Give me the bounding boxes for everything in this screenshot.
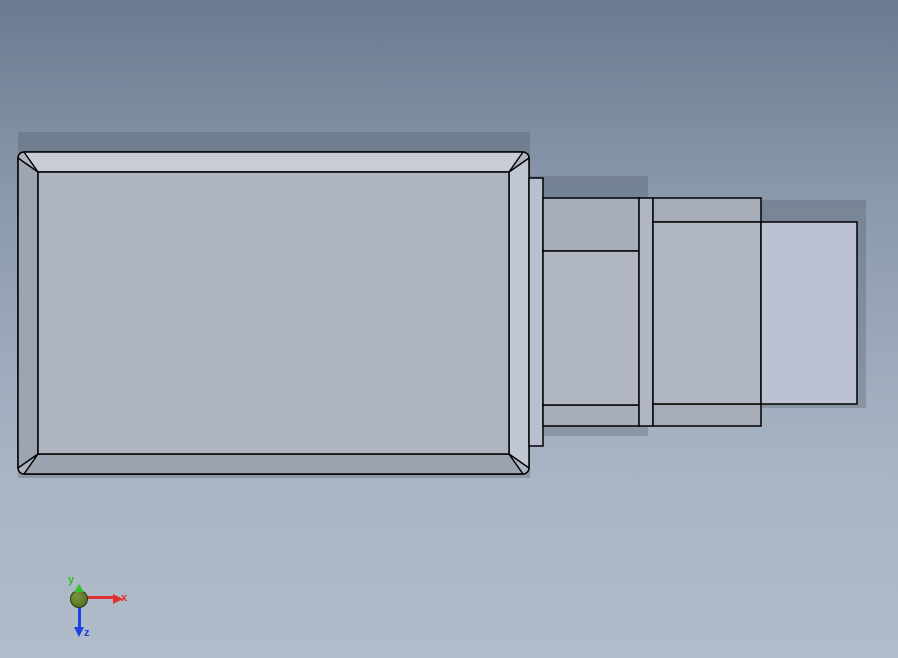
solid-model[interactable] (0, 0, 898, 658)
triad-origin-icon (70, 590, 88, 608)
z-axis-arrow-icon (74, 627, 84, 637)
cad-viewport[interactable]: x z y (0, 0, 898, 658)
z-axis-label: z (84, 627, 90, 639)
y-axis-label: y (68, 574, 74, 586)
x-axis-label: x (121, 592, 127, 604)
view-triad[interactable]: x z y (56, 554, 116, 614)
y-axis-arrow-icon (74, 584, 84, 592)
